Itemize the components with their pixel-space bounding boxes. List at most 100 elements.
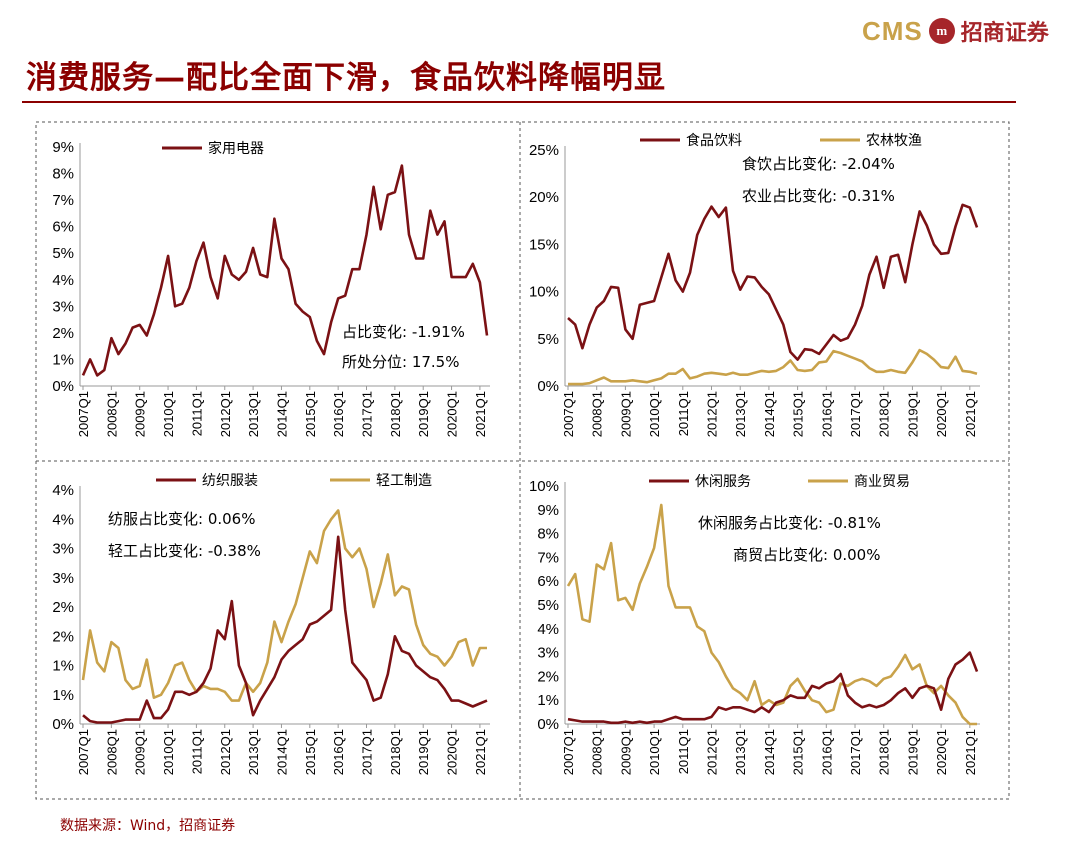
x-tick-label: 2007Q1	[76, 729, 91, 775]
series-line-2	[81, 509, 487, 702]
chart-panel-2: 0% 5% 10% 15% 20% 25% 2007Q1 2008Q1 2009Q1 2010Q1…	[529, 132, 980, 437]
annotation-text: 农业占比变化: -0.31%	[742, 187, 895, 205]
x-tick-label: 2021Q1	[473, 391, 488, 437]
x-tick-label: 2020Q1	[445, 729, 460, 775]
x-tick-label: 2018Q1	[388, 729, 403, 775]
x-tick-label: 2016Q1	[331, 391, 346, 437]
x-tick-label: 2019Q1	[905, 391, 920, 437]
series-line-1	[567, 203, 979, 361]
x-tick-label: 2012Q1	[705, 391, 720, 437]
x-tick-label: 2018Q1	[877, 391, 892, 437]
x-tick-label: 2021Q1	[963, 729, 978, 775]
y-tick-label: 6%	[537, 573, 559, 590]
x-tick-label: 2010Q1	[161, 729, 176, 775]
y-tick-label: 0%	[52, 716, 74, 733]
x-tick-label: 2018Q1	[388, 391, 403, 437]
y-tick-label: 1%	[52, 658, 74, 675]
y-tick-label: 8%	[52, 166, 74, 183]
x-tick-label: 2008Q1	[590, 729, 605, 775]
y-tick-label: 4%	[537, 621, 559, 638]
x-tick-label: 2017Q1	[360, 729, 375, 775]
x-tick-label: 2013Q1	[733, 729, 748, 775]
y-tick-label: 9%	[52, 139, 74, 156]
x-tick-label: 2009Q1	[618, 729, 633, 775]
chart-panel-1: 0% 1% 2% 3% 4% 5% 6% 7% 8% 9% 2007Q1 2008Q1 2009Q1 20…	[52, 139, 490, 437]
y-tick-label: 15%	[529, 236, 559, 253]
page-title: 消费服务—配比全面下滑，食品饮料降幅明显	[26, 60, 666, 96]
annotation-text: 商贸占比变化: 0.00%	[733, 546, 880, 564]
chart-panel-4: 0% 1% 2% 3% 4% 5% 6% 7% 8% 9% 10% 2007Q1 2008Q1 2009Q…	[529, 474, 980, 775]
x-tick-label: 2012Q1	[218, 729, 233, 775]
x-tick-label: 2020Q1	[445, 391, 460, 437]
brand-cms-text: CMS	[862, 15, 923, 46]
y-tick-label: 7%	[537, 549, 559, 566]
legend-label: 休闲服务	[695, 474, 751, 490]
x-tick-label: 2016Q1	[819, 391, 834, 437]
x-tick-label: 2015Q1	[791, 729, 806, 775]
x-tick-label: 2014Q1	[274, 391, 289, 437]
brand-cn-text: 招商证券	[960, 21, 1049, 46]
y-tick-label: 2%	[52, 628, 74, 645]
legend-label: 轻工制造	[376, 473, 432, 489]
legend-label: 家用电器	[208, 140, 264, 157]
x-tick-label: 2014Q1	[274, 729, 289, 775]
y-tick-label: 0%	[537, 716, 559, 733]
y-tick-label: 8%	[537, 526, 559, 543]
x-tick-label: 2009Q1	[618, 391, 633, 437]
legend-label: 商业贸易	[854, 474, 910, 490]
legend-label: 纺织服装	[202, 473, 258, 489]
x-tick-label: 2017Q1	[848, 391, 863, 437]
y-tick-label: 2%	[537, 668, 559, 685]
y-tick-label: 2%	[52, 325, 74, 342]
y-tick-label: 10%	[529, 478, 559, 495]
x-tick-label: 2013Q1	[733, 391, 748, 437]
x-tick-label: 2008Q1	[590, 391, 605, 437]
chart-panel-3: 0% 1% 1% 2% 2% 3% 3% 4% 4% 2007Q1 2008Q1 2009Q1 2010…	[52, 473, 490, 775]
annotation-text: 纺服占比变化: 0.06%	[108, 510, 255, 528]
x-tick-label: 2015Q1	[303, 729, 318, 775]
annotation-text: 休闲服务占比变化: -0.81%	[698, 514, 881, 532]
x-tick-label: 2014Q1	[762, 391, 777, 437]
x-tick-label: 2016Q1	[819, 729, 834, 775]
x-tick-label: 2019Q1	[416, 729, 431, 775]
brand-emblem-icon: m	[928, 18, 955, 44]
annotation-text: 食饮占比变化: -2.04%	[742, 155, 895, 173]
x-tick-label: 2019Q1	[416, 391, 431, 437]
y-tick-label: 25%	[529, 142, 559, 159]
y-tick-label: 1%	[537, 692, 559, 709]
y-tick-label: 1%	[52, 351, 74, 368]
x-tick-label: 2009Q1	[133, 391, 148, 437]
y-tick-label: 2%	[52, 599, 74, 616]
x-tick-label: 2018Q1	[877, 729, 892, 775]
series-line-2	[566, 503, 977, 726]
y-tick-label: 5%	[52, 245, 74, 262]
annotation-text: 占比变化: -1.91%	[342, 323, 465, 341]
x-tick-label: 2007Q1	[561, 729, 576, 775]
x-tick-label: 2020Q1	[934, 391, 949, 437]
y-tick-label: 3%	[537, 645, 559, 662]
x-tick-label: 2020Q1	[934, 729, 949, 775]
y-tick-label: 0%	[537, 378, 559, 395]
x-tick-label: 2015Q1	[303, 391, 318, 437]
x-tick-label: 2012Q1	[218, 391, 233, 437]
x-tick-label: 2012Q1	[705, 729, 720, 775]
x-tick-label: 2011Q1	[189, 729, 204, 774]
x-tick-label: 2011Q1	[189, 391, 204, 436]
legend-label: 食品饮料	[686, 132, 742, 149]
x-tick-label: 2013Q1	[246, 391, 261, 437]
x-tick-label: 2013Q1	[246, 729, 261, 775]
y-tick-label: 4%	[52, 511, 74, 528]
series-line-1	[82, 535, 488, 724]
x-tick-label: 2021Q1	[963, 391, 978, 437]
y-tick-label: 3%	[52, 298, 74, 315]
series-line-1	[567, 651, 979, 725]
annotation-text: 轻工占比变化: -0.38%	[108, 542, 261, 560]
series-line-2	[568, 348, 978, 386]
x-tick-label: 2015Q1	[791, 391, 806, 437]
legend-label: 农林牧渔	[866, 133, 922, 149]
y-tick-label: 10%	[529, 284, 559, 301]
x-tick-label: 2017Q1	[360, 391, 375, 437]
x-tick-label: 2010Q1	[647, 391, 662, 437]
y-tick-label: 4%	[52, 272, 74, 289]
